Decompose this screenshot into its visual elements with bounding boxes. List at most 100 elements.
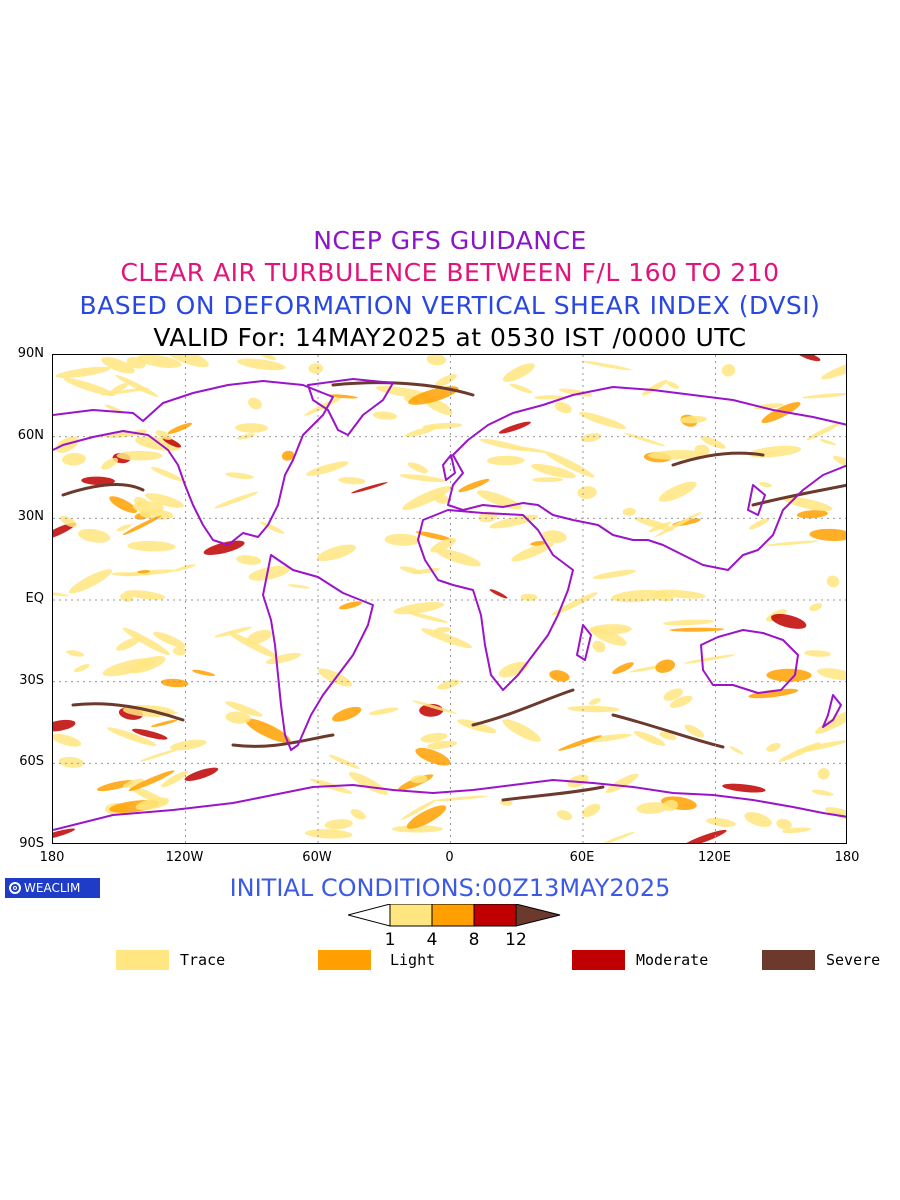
turbulence-patch: [134, 497, 149, 508]
legend-label-moderate: Moderate: [636, 951, 709, 969]
turbulence-patch: [109, 383, 128, 394]
turbulence-patch: [806, 423, 840, 441]
turbulence-patch: [426, 355, 446, 366]
turbulence-patch: [669, 627, 724, 632]
turbulence-patch: [778, 742, 821, 762]
turbulence-patch: [662, 799, 679, 812]
turbulence-patch: [611, 589, 666, 603]
turbulence-patch: [761, 401, 801, 424]
jet-streak: [471, 688, 575, 727]
turbulence-patch: [434, 493, 449, 504]
turbulence-patch: [509, 383, 533, 394]
turbulence-patch: [544, 451, 595, 478]
turbulence-patch: [581, 733, 632, 743]
turbulence-patch: [592, 640, 606, 653]
turbulence-patch: [351, 482, 388, 494]
colorbar-high-arrow: [515, 904, 561, 927]
turbulence-patch: [634, 517, 674, 531]
turbulence-patch: [128, 655, 166, 674]
colorbar-trace: [389, 904, 433, 927]
colorbar-tick-label: 8: [468, 930, 480, 950]
turbulence-patch: [581, 360, 632, 371]
turbulence-map: [52, 354, 847, 844]
legend-label-trace: Trace: [180, 951, 226, 969]
turbulence-patch: [530, 540, 546, 546]
turbulence-patch: [578, 411, 627, 430]
turbulence-patch: [659, 731, 677, 741]
turbulence-patch: [155, 430, 172, 440]
jet-streak: [331, 381, 475, 397]
turbulence-patch: [551, 592, 598, 616]
coast-antarctica: [53, 779, 846, 831]
turbulence-patch: [457, 719, 497, 734]
turbulence-patch: [486, 455, 525, 466]
turbulence-patch: [663, 688, 683, 701]
coast-australia: [700, 629, 799, 694]
turbulence-patch: [826, 575, 840, 588]
turbulence-patch: [150, 719, 178, 728]
turbulence-patch: [420, 732, 448, 743]
turbulence-patch: [824, 807, 846, 820]
turbulence-patch: [622, 507, 636, 516]
turbulence-patch: [748, 445, 802, 458]
turbulence-patch: [817, 668, 846, 681]
turbulence-patch: [161, 770, 189, 788]
turbulence-patch: [633, 730, 666, 746]
colorbar-tick-label: 4: [426, 930, 438, 950]
turbulence-patch: [415, 531, 453, 541]
turbulence-patch: [316, 544, 357, 562]
turbulence-patch: [666, 381, 680, 389]
jet-streak: [61, 483, 145, 497]
turbulence-patch: [511, 542, 554, 562]
lat-label: 60N: [17, 427, 44, 443]
turbulence-patch: [729, 746, 744, 755]
turbulence-patch: [648, 450, 703, 460]
turbulence-patch: [214, 491, 259, 509]
turbulence-patch: [706, 817, 736, 827]
turbulence-patch: [287, 584, 310, 589]
turbulence-patch: [580, 433, 602, 443]
turbulence-patch: [821, 360, 846, 380]
turbulence-patch: [796, 510, 828, 519]
turbulence-patch: [721, 364, 736, 377]
turbulence-patch: [225, 701, 263, 717]
turbulence-patch: [819, 439, 837, 446]
turbulence-patch: [124, 590, 166, 600]
turbulence-patch: [248, 565, 290, 581]
turbulence-patch: [434, 627, 452, 633]
turbulence-patch: [106, 727, 157, 747]
turbulence-patch: [408, 386, 459, 405]
title-product: CLEAR AIR TURBULENCE BETWEEN F/L 160 TO …: [120, 258, 780, 287]
lat-label: 90N: [17, 346, 44, 361]
turbulence-patch: [393, 601, 445, 615]
turbulence-patch: [184, 767, 219, 781]
turbulence-patch: [458, 478, 490, 493]
turbulence-patch: [145, 493, 184, 508]
turbulence-patch: [809, 603, 823, 612]
turbulence-patch: [476, 490, 522, 510]
turbulence-patch: [368, 707, 399, 715]
turbulence-patch: [809, 528, 846, 541]
turbulence-patch: [479, 438, 528, 451]
turbulence-patch: [103, 431, 138, 439]
turbulence-patch: [437, 679, 460, 690]
turbulence-patch: [663, 619, 715, 626]
lat-label: 60S: [19, 754, 44, 770]
turbulence-patch: [62, 452, 86, 466]
turbulence-patch: [817, 768, 830, 780]
turbulence-patch: [384, 533, 421, 546]
turbulence-patch: [55, 366, 111, 378]
weaclim-logo: WEACLIM: [5, 878, 100, 898]
colorbar: [348, 904, 561, 927]
turbulence-patch: [502, 363, 535, 382]
turbulence-patch: [679, 415, 707, 424]
title-valid-time: VALID For: 14MAY2025 at 0530 IST /0000 U…: [153, 323, 747, 352]
turbulence-patch: [601, 831, 635, 843]
colorbar-light: [431, 904, 475, 927]
turbulence-patch: [776, 818, 792, 830]
legend-label-light: Light: [390, 951, 436, 969]
turbulence-patch: [203, 540, 245, 555]
turbulence-patch: [391, 825, 443, 833]
turbulence-patch: [116, 637, 141, 651]
turbulence-patch: [498, 661, 529, 678]
